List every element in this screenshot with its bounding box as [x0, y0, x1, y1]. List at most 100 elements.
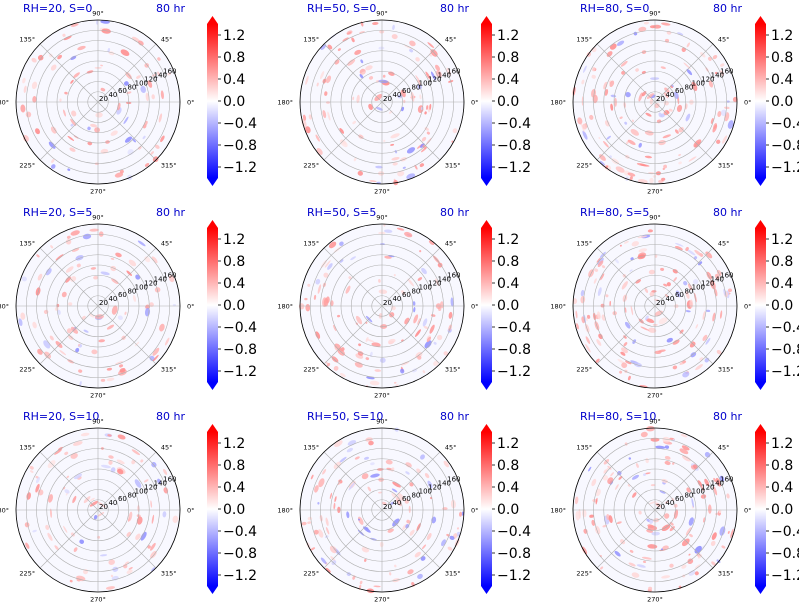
field-patch	[678, 127, 684, 133]
field-patch	[70, 79, 74, 84]
field-patch	[422, 145, 427, 150]
field-patch	[644, 155, 652, 159]
colorbar-body	[207, 228, 218, 382]
colorbar-tick-label: 0.0	[771, 94, 793, 110]
field-patch	[428, 240, 435, 245]
field-patch	[325, 526, 330, 535]
colorbar-tick-label: −1.2	[771, 364, 799, 380]
field-patch	[645, 112, 652, 117]
radial-tick-label: 100	[135, 283, 148, 291]
field-patch	[719, 475, 725, 482]
field-patch	[397, 170, 405, 177]
field-patch	[45, 524, 50, 530]
angular-gridline	[323, 509, 383, 569]
field-patch	[70, 118, 77, 126]
field-patch	[313, 294, 317, 300]
field-patch	[301, 521, 307, 526]
field-patch	[100, 64, 103, 67]
field-patch	[597, 311, 601, 320]
field-patch	[123, 564, 128, 569]
field-patch	[80, 432, 90, 437]
field-patch	[705, 309, 711, 313]
field-patch	[134, 479, 142, 488]
field-patch	[660, 66, 666, 70]
colorbar-tick-label: −0.4	[771, 524, 799, 540]
field-patch	[354, 361, 363, 368]
field-patch	[378, 491, 382, 494]
field-patch	[679, 448, 689, 455]
radial-tick-label: 140	[711, 480, 724, 488]
field-patch	[147, 545, 151, 549]
field-patch	[119, 169, 124, 174]
field-patch	[51, 159, 55, 163]
field-patch	[327, 111, 331, 121]
field-patch	[655, 171, 661, 176]
field-patch	[66, 475, 70, 479]
field-patch	[603, 81, 608, 90]
field-patch	[107, 48, 111, 53]
angular-tick-label: 0°	[471, 507, 478, 515]
field-patch	[315, 278, 321, 285]
colorbar-extend-min	[755, 178, 766, 186]
field-patch	[150, 500, 153, 508]
field-patch	[710, 540, 716, 546]
angular-gridline	[654, 247, 714, 307]
field-patch	[400, 89, 406, 98]
field-patch	[417, 79, 421, 85]
field-patch	[698, 261, 703, 266]
angular-tick-label: 135°	[576, 444, 592, 452]
field-patch	[45, 268, 52, 276]
angular-tick-label: 180°	[550, 99, 566, 107]
field-patch	[125, 71, 132, 80]
field-patch	[392, 24, 395, 31]
field-patch	[150, 542, 156, 551]
polar-panel: RH=20, S=5 80 hr 0° 45° 90° 135° 180° 225° 270° 3…	[0, 206, 257, 400]
field-patch	[623, 335, 627, 339]
field-patch	[625, 91, 631, 98]
colorbar: 1.2 0.8 0.4 0.0 −0.4 −0.8 −1.2	[755, 220, 799, 390]
field-patch	[620, 539, 626, 545]
field-patch	[668, 108, 673, 112]
radial-tick-label: 160	[163, 476, 176, 484]
field-patch	[624, 307, 627, 313]
field-patch	[679, 329, 684, 334]
field-patch	[48, 141, 56, 149]
field-patch	[695, 364, 704, 371]
field-patch	[640, 326, 650, 331]
colorbar-body	[207, 432, 218, 586]
colorbar-tick-label: −0.4	[497, 320, 531, 336]
field-patch	[389, 572, 392, 576]
field-patch	[74, 473, 82, 480]
field-patch	[22, 77, 26, 84]
field-patch	[648, 501, 657, 505]
field-patch	[581, 546, 588, 555]
field-patch	[346, 511, 350, 519]
field-patch	[323, 298, 329, 307]
field-patch	[101, 28, 111, 34]
field-patch	[681, 445, 690, 451]
field-patch	[425, 71, 431, 80]
field-patch	[721, 545, 726, 549]
field-patch	[120, 49, 130, 57]
field-patch	[662, 134, 671, 139]
field-patch	[435, 70, 442, 78]
colorbar-body	[755, 432, 766, 586]
field-patch	[329, 545, 337, 554]
field-patch	[69, 147, 76, 152]
field-patch	[365, 338, 375, 343]
field-patch	[305, 126, 311, 134]
field-patch	[70, 123, 74, 127]
field-patch	[706, 271, 712, 280]
field-patch	[108, 455, 114, 459]
field-patch	[392, 481, 401, 488]
radial-tick-label: 20	[99, 299, 108, 307]
colorbar-tick-label: 0.8	[497, 458, 519, 474]
field-patch	[639, 164, 650, 167]
field-patch	[378, 289, 388, 294]
field-patch	[641, 556, 652, 560]
field-patch	[78, 369, 83, 373]
colorbar: 1.2 0.8 0.4 0.0 −0.4 −0.8 −1.2	[481, 220, 531, 390]
radial-tick-label: 40	[108, 91, 117, 99]
field-patch	[382, 74, 386, 78]
field-patch	[162, 511, 167, 518]
